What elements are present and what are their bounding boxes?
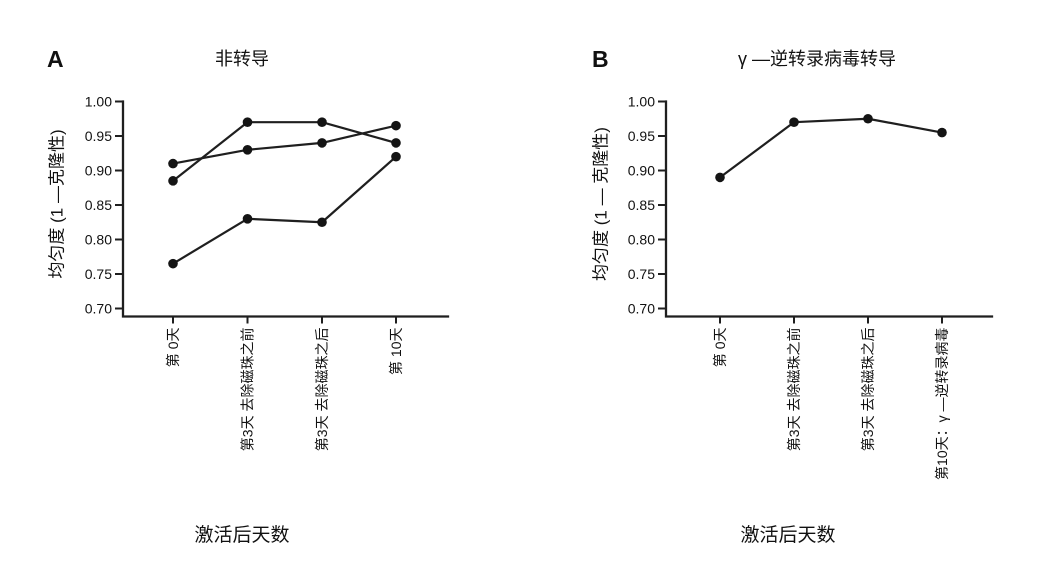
data-point-series-1 (391, 138, 401, 148)
data-point-series-1 (715, 172, 725, 183)
y-tick-label: 0.85 (628, 197, 655, 213)
data-point-series-2 (168, 158, 178, 169)
data-point-series-2 (391, 120, 401, 131)
panel-a-letter: A (47, 46, 64, 72)
x-category-label: 第3天 去除磁珠之后 (314, 328, 330, 452)
data-point-series-3 (317, 217, 327, 228)
data-line-series-3 (172, 155, 397, 265)
data-point-series-3 (391, 151, 401, 162)
data-point-series-1 (863, 113, 873, 124)
data-line-series-2 (172, 124, 397, 165)
data-point-series-1 (242, 117, 253, 127)
x-category-label: 第3天 去除磁珠之后 (860, 328, 876, 452)
data-point-series-3 (242, 214, 253, 224)
panel-b-title: γ —逆转录病毒转导 (737, 49, 896, 69)
panel-b-y-axis-title: 均匀度 (1 — 克隆性) (591, 127, 611, 281)
x-category-label: 第 10天 (388, 328, 404, 375)
panel-b-plot: 0.70 0.75 0.80 0.85 0.90 0.95 1.00 第 0天 第3天 去除磁珠… (628, 94, 994, 480)
y-tick-label: 0.80 (628, 232, 655, 248)
data-point-series-3 (168, 258, 178, 269)
data-point-series-1 (789, 117, 799, 127)
panel-a-plot: 0.70 0.75 0.80 0.85 0.90 0.95 1.00 第 0天 第3天 去除磁珠… (85, 94, 450, 452)
axis-spines (664, 100, 994, 318)
y-tick-label: 0.90 (628, 163, 655, 179)
y-tick-label: 0.75 (628, 266, 655, 282)
panel-a-y-axis-title: 均匀度 (1 —克隆性) (47, 129, 67, 279)
x-category-label: 第3天 去除磁珠之前 (786, 328, 802, 452)
y-tick-label: 0.95 (628, 128, 655, 144)
y-tick-label: 0.70 (85, 301, 112, 317)
y-tick-label: 1.00 (628, 94, 655, 110)
x-category-label: 第3天 去除磁珠之前 (240, 328, 256, 452)
data-line-series-1 (719, 117, 943, 179)
panel-a-x-axis-title: 激活后天数 (194, 525, 290, 546)
y-tick-label: 0.70 (628, 301, 655, 317)
x-category-label: 第10天：γ —逆转录病毒 (934, 328, 950, 480)
axis-spines (121, 100, 450, 318)
data-point-series-1 (168, 176, 178, 186)
data-point-series-2 (242, 145, 253, 155)
data-point-series-2 (317, 138, 327, 148)
data-line-series-1 (172, 121, 397, 182)
y-tick-label: 0.95 (85, 128, 112, 144)
y-tick-label: 0.85 (85, 197, 112, 213)
data-point-series-1 (937, 127, 947, 138)
data-point-series-1 (317, 117, 327, 127)
y-tick-label: 0.90 (85, 163, 112, 179)
panel-a-title: 非转导 (215, 49, 269, 69)
y-tick-label: 0.80 (85, 232, 112, 248)
panel-b-letter: B (592, 46, 609, 72)
x-category-label: 第 0天 (165, 328, 181, 368)
y-tick-label: 1.00 (85, 94, 112, 110)
panel-b-x-axis-title: 激活后天数 (740, 525, 836, 546)
x-category-label: 第 0天 (712, 328, 728, 368)
y-tick-label: 0.75 (85, 266, 112, 282)
